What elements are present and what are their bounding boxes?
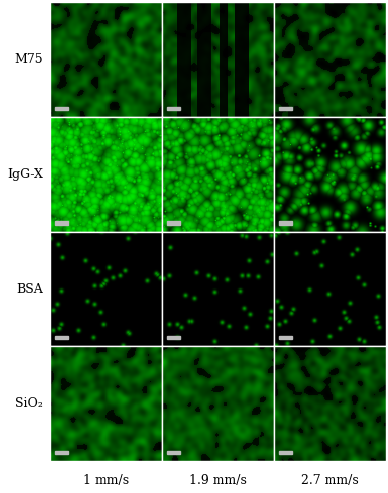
Bar — [55, 221, 68, 225]
Text: SiO₂: SiO₂ — [15, 397, 43, 410]
Bar — [167, 451, 180, 454]
Bar — [279, 221, 292, 225]
Bar — [167, 107, 180, 110]
Bar — [167, 221, 180, 225]
Bar — [55, 336, 68, 340]
Text: 2.7 mm/s: 2.7 mm/s — [301, 474, 359, 487]
Bar — [279, 451, 292, 454]
Bar — [279, 107, 292, 110]
Text: BSA: BSA — [16, 282, 43, 295]
Text: IgG-X: IgG-X — [7, 168, 43, 181]
Bar — [55, 451, 68, 454]
Text: M75: M75 — [14, 53, 43, 66]
Text: 1 mm/s: 1 mm/s — [83, 474, 130, 487]
Bar — [167, 336, 180, 340]
Text: 1.9 mm/s: 1.9 mm/s — [189, 474, 247, 487]
Bar — [279, 336, 292, 340]
Bar — [55, 107, 68, 110]
